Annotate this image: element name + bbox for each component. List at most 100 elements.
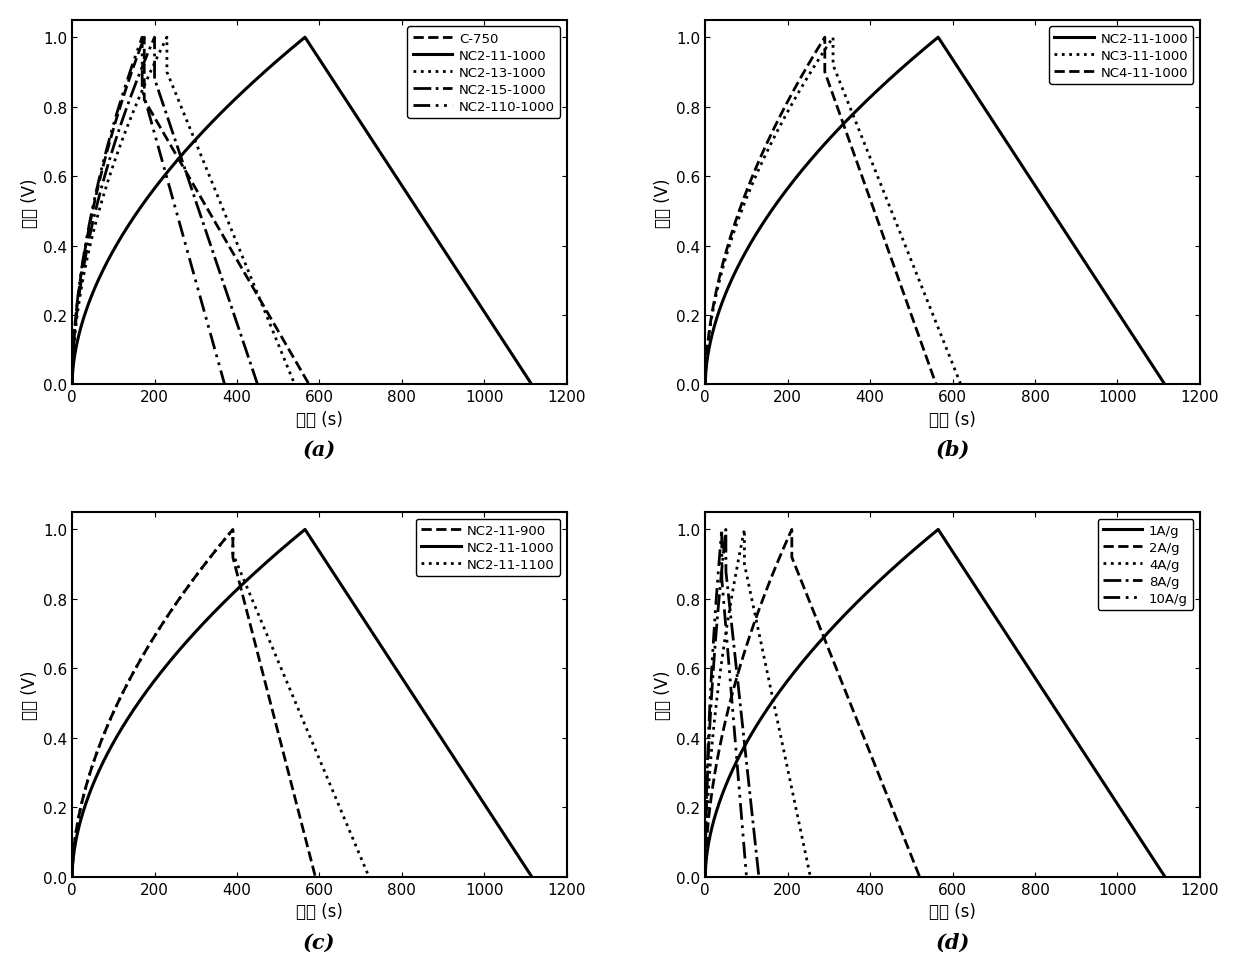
- NC2-13-1000: [108, 154, 123, 166]
- NC2-11-1000: [312, 55, 327, 67]
- Y-axis label: 电压 (V): 电压 (V): [21, 178, 38, 228]
- NC2-13-1000: [146, 59, 161, 71]
- NC2-110-1000: [205, 333, 219, 344]
- NC2-11-900: [203, 551, 218, 562]
- 2A/g: [913, 871, 928, 882]
- 8A/g: [720, 586, 735, 598]
- C-750: [275, 335, 290, 346]
- 1A/g: [1121, 816, 1136, 827]
- Line: NC4-11-1000: NC4-11-1000: [706, 38, 936, 385]
- 1A/g: [899, 551, 914, 562]
- NC2-11-900: [243, 621, 258, 633]
- NC2-11-1100: [203, 551, 218, 562]
- C-750: [86, 201, 100, 213]
- NC4-11-1000: [801, 59, 816, 71]
- NC2-110-1000: [86, 201, 100, 213]
- NC2-11-1000: [1157, 379, 1172, 391]
- 1A/g: [946, 547, 961, 558]
- 10A/g: [735, 823, 750, 835]
- X-axis label: 时间 (s): 时间 (s): [296, 902, 343, 921]
- NC2-11-900: [295, 821, 310, 832]
- NC2-15-1000: [89, 201, 104, 213]
- NC2-15-1000: [234, 331, 249, 342]
- NC2-11-1000: [347, 600, 362, 612]
- NC2-11-1000: [766, 201, 781, 213]
- 2A/g: [785, 524, 800, 536]
- 4A/g: [715, 646, 730, 658]
- C-750: [172, 157, 187, 169]
- Text: (d): (d): [935, 931, 970, 951]
- NC2-11-1000: [134, 693, 149, 704]
- NC2-11-1000: [64, 379, 79, 391]
- 4A/g: [737, 524, 751, 536]
- C-750: [148, 113, 162, 125]
- 8A/g: [704, 693, 719, 704]
- 8A/g: [746, 822, 761, 834]
- 1A/g: [804, 646, 818, 658]
- NC2-110-1000: [140, 104, 155, 115]
- NC2-15-1000: [136, 59, 151, 71]
- NC2-11-1000: [899, 59, 914, 71]
- NC2-110-1000: [64, 379, 79, 391]
- NC2-11-1000: [1121, 324, 1136, 335]
- NC2-13-1000: [267, 330, 281, 341]
- NC2-110-1000: [97, 154, 112, 166]
- NC2-11-1000: [804, 154, 818, 166]
- Legend: 1A/g, 2A/g, 4A/g, 8A/g, 10A/g: 1A/g, 2A/g, 4A/g, 8A/g, 10A/g: [1097, 519, 1193, 611]
- 10A/g: [698, 871, 713, 882]
- NC4-11-1000: [911, 330, 926, 341]
- 8A/g: [718, 524, 733, 536]
- NC3-11-1000: [735, 201, 750, 213]
- C-750: [64, 379, 79, 391]
- NC4-11-1000: [817, 32, 832, 44]
- C-750: [128, 59, 143, 71]
- Y-axis label: 电压 (V): 电压 (V): [653, 178, 672, 228]
- NC3-11-1000: [756, 154, 771, 166]
- Line: 4A/g: 4A/g: [706, 530, 811, 877]
- 1A/g: [698, 871, 713, 882]
- NC3-11-1000: [808, 59, 823, 71]
- 10A/g: [715, 593, 730, 604]
- NC2-11-900: [308, 871, 322, 882]
- NC2-15-1000: [102, 154, 117, 166]
- NC2-11-900: [138, 646, 153, 658]
- Legend: C-750, NC2-11-1000, NC2-13-1000, NC2-15-1000, NC2-110-1000: C-750, NC2-11-1000, NC2-13-1000, NC2-15-…: [408, 28, 560, 119]
- NC2-15-1000: [154, 94, 169, 106]
- NC2-11-900: [231, 573, 246, 584]
- NC2-13-1000: [64, 379, 79, 391]
- NC2-13-1000: [93, 201, 108, 213]
- NC2-11-1000: [312, 547, 327, 558]
- 2A/g: [723, 693, 738, 704]
- Text: (c): (c): [304, 931, 336, 951]
- NC2-11-1000: [931, 32, 946, 44]
- NC2-110-1000: [125, 59, 140, 71]
- 4A/g: [698, 871, 713, 882]
- C-750: [136, 32, 151, 44]
- 4A/g: [742, 579, 756, 591]
- NC2-15-1000: [170, 141, 185, 152]
- NC2-11-900: [64, 871, 79, 882]
- NC2-110-1000: [217, 379, 232, 391]
- Y-axis label: 电压 (V): 电压 (V): [21, 670, 38, 720]
- NC3-11-1000: [826, 32, 841, 44]
- NC2-11-1000: [981, 109, 996, 120]
- 10A/g: [719, 638, 734, 649]
- 2A/g: [738, 646, 753, 658]
- NC4-11-1000: [825, 88, 839, 99]
- Line: 10A/g: 10A/g: [706, 530, 746, 877]
- NC2-11-1000: [267, 59, 281, 71]
- 10A/g: [703, 693, 718, 704]
- 1A/g: [766, 693, 781, 704]
- NC2-11-1100: [234, 570, 249, 581]
- 1A/g: [981, 600, 996, 612]
- 1A/g: [1157, 871, 1172, 882]
- 4A/g: [792, 821, 807, 833]
- NC2-11-1000: [347, 109, 362, 120]
- NC2-15-1000: [250, 379, 265, 391]
- NC2-11-1100: [226, 524, 241, 536]
- NC2-11-1000: [489, 816, 503, 827]
- NC2-15-1000: [64, 379, 79, 391]
- 10A/g: [706, 646, 720, 658]
- NC2-11-1000: [298, 32, 312, 44]
- Line: C-750: C-750: [72, 38, 309, 385]
